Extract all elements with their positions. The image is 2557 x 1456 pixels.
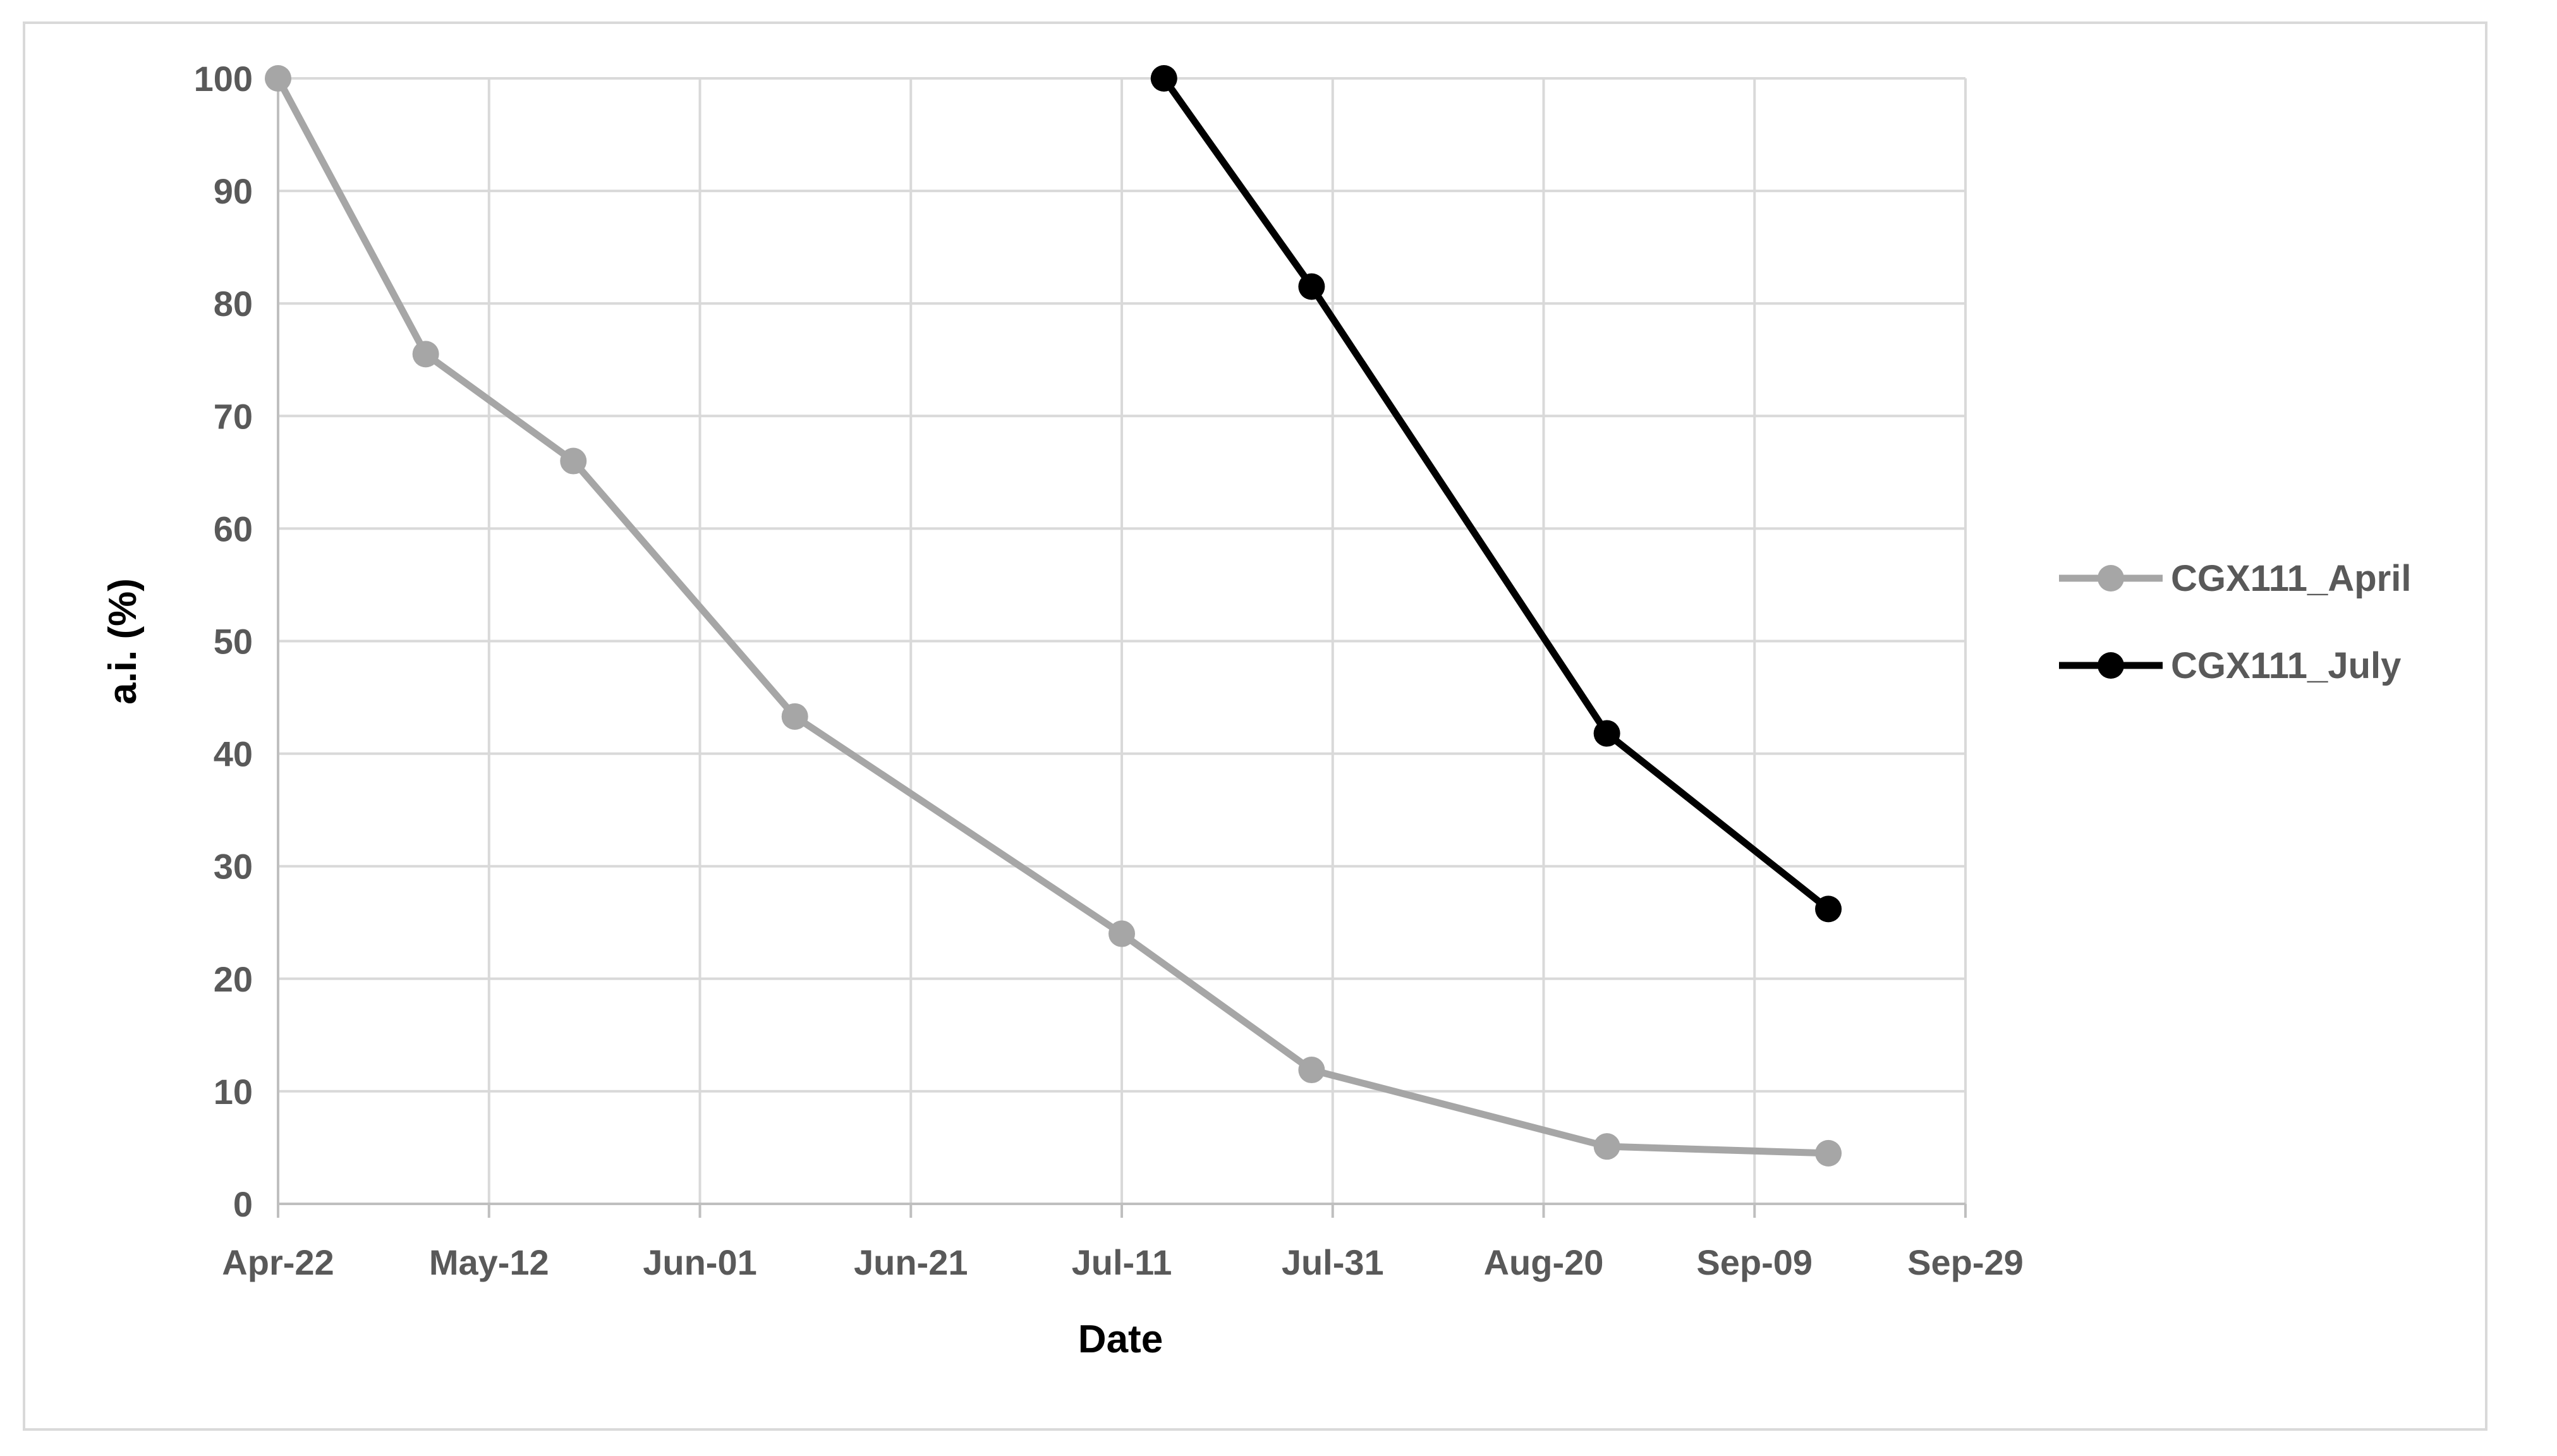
data-point (560, 447, 587, 475)
data-point (412, 341, 439, 368)
y-tick-label: 100 (194, 59, 253, 99)
data-point (1815, 895, 1842, 923)
legend-marker (2098, 652, 2124, 679)
legend-label: CGX111_April (2171, 558, 2411, 599)
x-tick-label: Sep-09 (1696, 1242, 1813, 1282)
y-tick-label: 90 (214, 171, 253, 211)
x-axis-title: Date (1078, 1318, 1163, 1361)
x-tick-label: Sep-29 (1907, 1242, 2024, 1282)
legend: CGX111_April CGX111_July (2059, 558, 2411, 686)
y-tick-label: 40 (214, 734, 253, 774)
y-tick-label: 50 (214, 622, 253, 662)
legend-entry: CGX111_July (2059, 645, 2401, 686)
y-tick-label: 0 (233, 1184, 253, 1224)
data-point (1298, 1057, 1325, 1084)
series-lines (265, 65, 1842, 1167)
series-CGX111_July (1150, 65, 1842, 923)
data-point (781, 703, 808, 730)
y-tick-label: 60 (214, 509, 253, 549)
data-point (1815, 1139, 1842, 1167)
legend-marker (2098, 565, 2124, 592)
x-tick-label: Jun-01 (643, 1242, 757, 1282)
legend-entry: CGX111_April (2059, 558, 2411, 599)
x-tick-label: May-12 (429, 1242, 549, 1282)
tick-labels: 0 10 20 30 40 50 60 70 80 90 100 Apr-22 May-12 Jun-01… (194, 59, 2024, 1282)
series-CGX111_April (265, 65, 1842, 1167)
y-tick-label: 30 (214, 847, 253, 887)
chart-frame (23, 21, 2487, 1431)
grid-lines (278, 77, 1967, 1204)
y-tick-label: 70 (214, 396, 253, 436)
legend-label: CGX111_July (2171, 645, 2401, 686)
x-tick-label: Jul-11 (1072, 1242, 1172, 1282)
data-point (1150, 65, 1177, 92)
y-tick-label: 20 (214, 959, 253, 999)
x-tick-label: Aug-20 (1484, 1242, 1604, 1282)
y-tick-label: 80 (214, 284, 253, 324)
x-tick-label: Apr-22 (222, 1242, 334, 1282)
y-axis-title: a.i. (%) (101, 578, 145, 705)
y-tick-label: 10 (214, 1072, 253, 1112)
x-tick-label: Jul-31 (1282, 1242, 1384, 1282)
data-point (1593, 1133, 1620, 1160)
data-point (1108, 920, 1135, 947)
series-line (1160, 75, 1832, 913)
axes (277, 78, 1967, 1218)
data-point (1298, 273, 1325, 300)
x-tick-label: Jun-21 (854, 1242, 968, 1282)
data-point (1593, 720, 1620, 747)
series-line (274, 75, 1832, 1157)
data-point (265, 65, 291, 92)
